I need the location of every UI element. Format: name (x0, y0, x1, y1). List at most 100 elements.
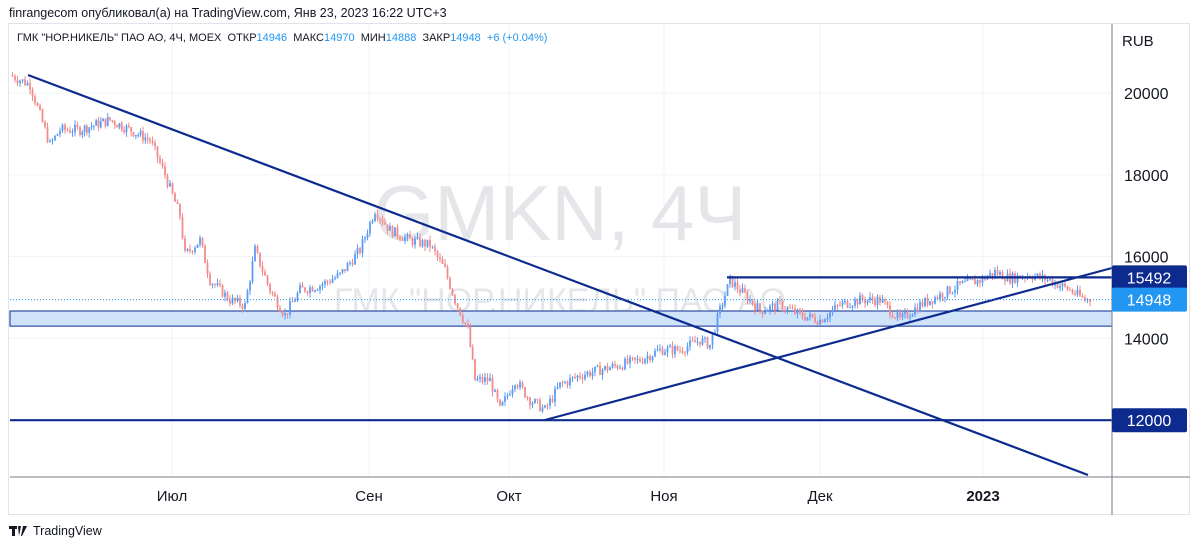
candle-body (149, 139, 151, 141)
candle-body (621, 367, 624, 370)
currency-label: RUB (1122, 33, 1154, 50)
candle-body (331, 279, 334, 283)
candle-body (1089, 299, 1091, 302)
candle-body (431, 246, 434, 248)
candle-body (251, 261, 254, 282)
candle-body (484, 377, 486, 382)
high-value: 14970 (324, 32, 355, 44)
candle-body (291, 301, 294, 303)
candle-body (886, 301, 889, 305)
price-label-text: 14948 (1127, 293, 1172, 310)
candle-body (506, 395, 509, 397)
candle-body (724, 296, 726, 306)
candle-body (734, 282, 736, 287)
candle-body (279, 307, 281, 313)
candle-body (901, 313, 904, 318)
candle-body (226, 292, 229, 300)
candle-body (86, 125, 88, 133)
candle-body (894, 317, 896, 319)
candle-body (374, 214, 376, 221)
candle-body (404, 237, 406, 241)
candle-body (319, 286, 321, 290)
candle-body (954, 290, 956, 293)
candle-body (941, 293, 944, 298)
candle-body (719, 305, 721, 314)
candle-body (439, 256, 441, 260)
candle-body (364, 237, 366, 240)
candle-body (221, 285, 224, 297)
candle-body (801, 312, 804, 318)
candle-body (244, 303, 246, 309)
candle-body (591, 372, 594, 377)
candle-body (284, 313, 286, 316)
candle-body (794, 308, 796, 314)
candle-body (61, 124, 64, 131)
candle-body (56, 134, 59, 136)
candle-body (694, 340, 696, 343)
candle-body (209, 273, 211, 285)
candle-body (684, 352, 686, 354)
candle-body (326, 280, 329, 282)
candle-body (824, 319, 826, 323)
candle-body (164, 166, 166, 176)
candle-body (241, 305, 244, 309)
candle-body (159, 158, 161, 163)
candle-body (349, 262, 351, 264)
candle-body (106, 117, 109, 126)
candle-body (581, 377, 584, 379)
candle-body (819, 319, 821, 325)
candle-body (509, 394, 511, 396)
candle-body (776, 300, 779, 311)
candle-body (519, 382, 521, 388)
candle-body (139, 131, 142, 135)
candle-body (564, 381, 566, 383)
candle-body (641, 361, 644, 364)
candle-body (401, 239, 404, 241)
candle-body (224, 292, 226, 297)
candle-body (259, 252, 261, 267)
candle-body (786, 307, 789, 310)
candle-body (324, 280, 326, 285)
candle-body (726, 284, 729, 297)
candle-body (1069, 289, 1071, 291)
candle-body (137, 134, 140, 136)
candle-body (116, 125, 118, 128)
candle-body (849, 307, 851, 309)
candle-body (744, 288, 746, 293)
candle-body (361, 239, 364, 253)
candle-body (914, 307, 916, 315)
candle-body (839, 305, 841, 307)
candle-body (166, 175, 169, 187)
candle-body (624, 358, 626, 370)
candle-body (379, 218, 381, 220)
time-tick-label: Сен (355, 488, 382, 505)
candle-body (716, 313, 719, 333)
candle-body (239, 297, 241, 306)
candle-body (419, 237, 421, 247)
candle-body (269, 283, 271, 293)
candle-body (706, 337, 709, 349)
candle-body (666, 347, 669, 353)
tradingview-footer[interactable]: TradingView (9, 524, 102, 538)
candle-body (19, 80, 21, 84)
candle-body (836, 305, 839, 307)
candle-body (871, 297, 874, 301)
time-tick-label: 2023 (966, 488, 999, 505)
candle-body (304, 287, 306, 292)
candle-body (921, 302, 924, 307)
candle-body (127, 125, 130, 128)
candle-body (751, 299, 754, 305)
candle-body (531, 402, 534, 406)
candle-body (125, 125, 128, 133)
candle-body (359, 248, 361, 253)
candle-body (634, 357, 636, 360)
candle-body (134, 135, 137, 137)
candle-body (1059, 286, 1061, 288)
candle-body (934, 297, 936, 304)
candle-body (961, 281, 964, 284)
candle-body (409, 234, 411, 239)
candle-body (39, 105, 41, 110)
candle-body (371, 220, 374, 223)
candle-body (316, 289, 319, 291)
